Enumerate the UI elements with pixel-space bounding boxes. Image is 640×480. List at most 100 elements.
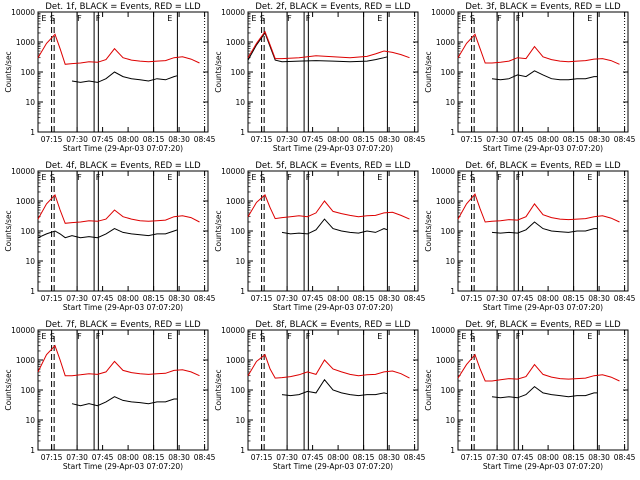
x-axis-label: Start Time (29-Apr-03 07:07:20) — [63, 144, 183, 153]
x-tick-label: 08:45 — [404, 453, 426, 462]
x-tick-label: 08:15 — [563, 135, 585, 144]
y-axis-label: Counts/sec — [214, 51, 223, 92]
y-tick-label: 1000 — [226, 356, 245, 365]
x-tick-label: 07:30 — [66, 453, 88, 462]
y-tick-label: 1 — [450, 446, 455, 455]
marker-letter: E — [377, 14, 382, 23]
events-series-line — [37, 228, 178, 239]
marker-letter: F — [77, 14, 82, 23]
x-tick-label: 07:45 — [512, 135, 534, 144]
x-tick-label: 08:00 — [327, 135, 349, 144]
y-tick-label: 1 — [30, 287, 35, 296]
y-tick-label: 1000 — [16, 38, 35, 47]
events-series-line — [491, 70, 598, 81]
y-tick-label: 1000 — [436, 356, 455, 365]
y-tick-label: 10000 — [431, 8, 455, 17]
y-tick-label: 10000 — [11, 8, 35, 17]
x-tick-label: 08:45 — [614, 453, 636, 462]
x-tick-label: 07:15 — [251, 294, 273, 303]
x-tick-label: 08:15 — [353, 453, 375, 462]
marker-letter: F — [287, 14, 292, 23]
x-tick-label: 07:15 — [461, 294, 483, 303]
x-tick-label: 07:15 — [461, 453, 483, 462]
y-tick-label: 10 — [25, 416, 35, 425]
x-tick-label: 08:30 — [588, 135, 610, 144]
x-tick-label: 08:30 — [588, 453, 610, 462]
y-tick-label: 10 — [25, 98, 35, 107]
y-tick-label: 1000 — [226, 38, 245, 47]
y-tick-label: 1 — [240, 287, 245, 296]
marker-letter: E — [41, 332, 46, 341]
events-series-line — [281, 378, 388, 397]
x-tick-label: 08:00 — [537, 453, 559, 462]
y-tick-label: 1000 — [16, 197, 35, 206]
y-tick-label: 1000 — [436, 197, 455, 206]
x-tick-label: 07:30 — [66, 294, 88, 303]
plot-frame — [457, 329, 629, 451]
marker-letter: S — [470, 332, 475, 341]
y-tick-label: 10 — [235, 257, 245, 266]
panel-title: Det. 9f, BLACK = Events, RED = LLD — [465, 320, 621, 330]
y-tick-label: 10000 — [431, 326, 455, 335]
marker-letter: F — [287, 173, 292, 182]
x-tick-label: 07:30 — [276, 294, 298, 303]
y-tick-label: 100 — [231, 386, 246, 395]
x-axis-label: Start Time (29-Apr-03 07:07:20) — [483, 303, 603, 312]
x-tick-label: 08:15 — [143, 135, 165, 144]
y-tick-label: 1 — [450, 287, 455, 296]
x-tick-label: 08:45 — [194, 453, 216, 462]
y-tick-label: 1 — [30, 446, 35, 455]
y-axis-label: Counts/sec — [424, 210, 433, 251]
marker-letter: F — [306, 332, 311, 341]
events-series-line — [71, 71, 178, 83]
x-tick-label: 08:45 — [194, 294, 216, 303]
panel-title: Det. 2f, BLACK = Events, RED = LLD — [255, 2, 411, 12]
x-tick-label: 08:00 — [327, 294, 349, 303]
marker-letter: E — [587, 332, 592, 341]
y-tick-label: 10000 — [221, 8, 245, 17]
detector-panel-1: Det. 1f, BLACK = Events, RED = LLD 1 10 100… — [4, 2, 216, 153]
x-tick-label: 08:15 — [353, 135, 375, 144]
y-axis-label: Counts/sec — [424, 51, 433, 92]
y-tick-label: 10 — [235, 98, 245, 107]
detector-panel-6: Det. 6f, BLACK = Events, RED = LLD 1 10 100… — [424, 161, 636, 312]
x-tick-label: 08:45 — [404, 294, 426, 303]
x-tick-label: 07:30 — [276, 453, 298, 462]
y-tick-label: 100 — [21, 227, 36, 236]
marker-letter: S — [470, 14, 475, 23]
marker-letter: F — [96, 14, 101, 23]
marker-letter: E — [461, 14, 466, 23]
y-tick-label: 10 — [445, 98, 455, 107]
marker-letter: E — [41, 173, 46, 182]
marker-letter: E — [167, 332, 172, 341]
x-tick-label: 08:00 — [537, 135, 559, 144]
y-tick-label: 10000 — [11, 167, 35, 176]
marker-letter: E — [251, 14, 256, 23]
marker-letter: S — [260, 173, 265, 182]
x-tick-label: 08:15 — [143, 294, 165, 303]
x-tick-label: 07:45 — [512, 294, 534, 303]
marker-letter: S — [260, 332, 265, 341]
marker-letter: F — [497, 14, 502, 23]
plot-frame — [37, 329, 209, 451]
y-tick-label: 10000 — [431, 167, 455, 176]
panel-title: Det. 7f, BLACK = Events, RED = LLD — [45, 320, 201, 330]
y-tick-label: 100 — [441, 227, 456, 236]
marker-letter: F — [516, 173, 521, 182]
x-tick-label: 07:30 — [486, 453, 508, 462]
x-tick-label: 07:45 — [302, 135, 324, 144]
x-tick-label: 08:00 — [537, 294, 559, 303]
events-series-line — [491, 221, 598, 234]
marker-letter: F — [497, 173, 502, 182]
x-tick-label: 08:15 — [563, 294, 585, 303]
y-tick-label: 100 — [231, 68, 246, 77]
x-axis-label: Start Time (29-Apr-03 07:07:20) — [483, 144, 603, 153]
marker-letter: E — [461, 332, 466, 341]
marker-letter: E — [587, 14, 592, 23]
x-axis-label: Start Time (29-Apr-03 07:07:20) — [273, 303, 393, 312]
x-tick-label: 08:00 — [117, 135, 139, 144]
y-tick-label: 10 — [445, 257, 455, 266]
x-tick-label: 08:00 — [117, 294, 139, 303]
x-tick-label: 07:45 — [92, 294, 114, 303]
